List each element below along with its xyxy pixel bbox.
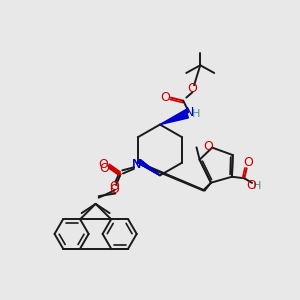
Text: N: N bbox=[132, 158, 141, 171]
Polygon shape bbox=[160, 114, 188, 124]
Text: O: O bbox=[246, 179, 256, 192]
Text: O: O bbox=[99, 162, 109, 175]
Text: O: O bbox=[203, 140, 213, 153]
Text: O: O bbox=[110, 183, 119, 196]
Text: N: N bbox=[185, 106, 194, 119]
Text: O: O bbox=[160, 91, 170, 104]
Text: H: H bbox=[192, 109, 201, 119]
Text: N: N bbox=[132, 158, 141, 172]
Polygon shape bbox=[137, 160, 160, 176]
Polygon shape bbox=[138, 160, 160, 176]
Text: H: H bbox=[253, 181, 261, 191]
Text: O: O bbox=[109, 180, 119, 193]
Text: O: O bbox=[98, 158, 108, 172]
Text: O: O bbox=[243, 156, 253, 170]
Text: O: O bbox=[188, 82, 197, 95]
Polygon shape bbox=[160, 109, 189, 124]
